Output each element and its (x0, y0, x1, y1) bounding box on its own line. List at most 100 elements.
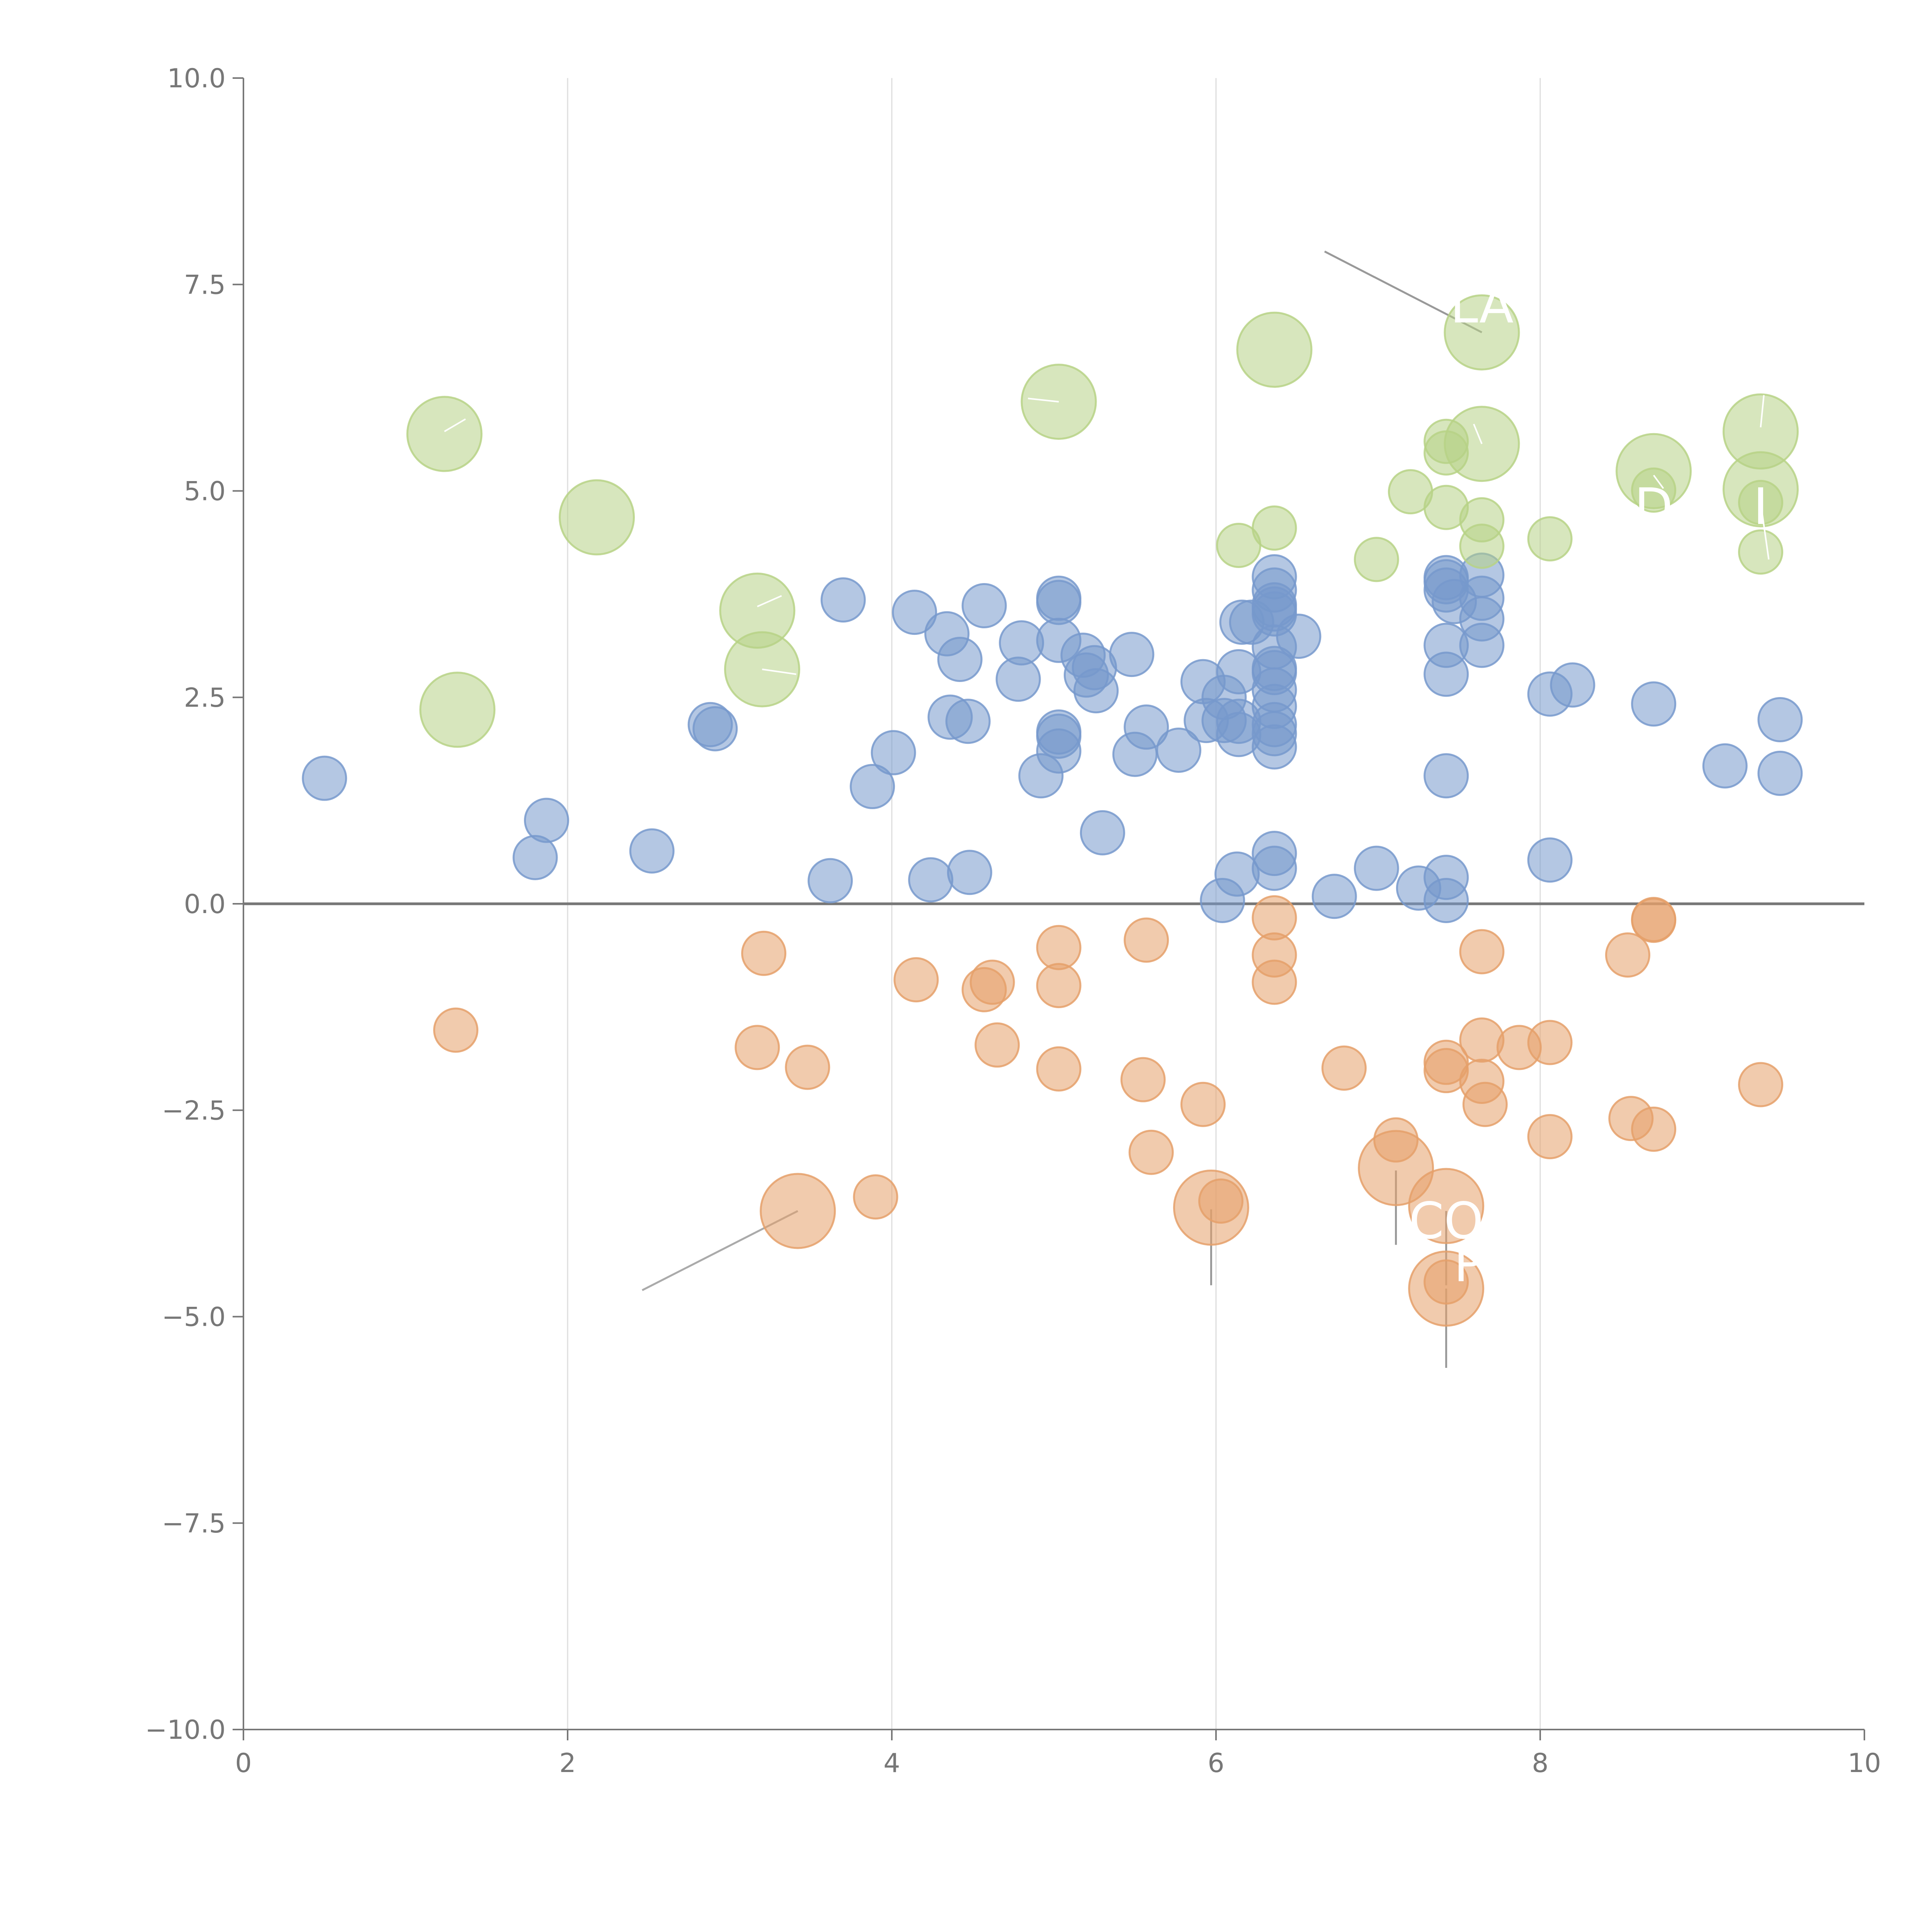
leader-line (1760, 502, 1770, 560)
bubbles (302, 294, 1803, 1327)
bubble-point (937, 636, 983, 682)
bubble-point (1156, 728, 1202, 773)
bubble-labels: LA COP D I (1409, 276, 1768, 1293)
bubble-point (1408, 1168, 1485, 1244)
bubble-point (1444, 294, 1520, 371)
leader-line (1760, 395, 1765, 428)
bubble-label: I (1753, 477, 1768, 536)
bubble-label: P (1454, 1235, 1484, 1293)
bubble-point (1080, 810, 1125, 855)
bubble-point (785, 1044, 830, 1090)
series-positive-small (302, 552, 1803, 923)
bubble-point (1631, 898, 1677, 943)
y-tick-label: −10.0 (145, 1715, 226, 1745)
bubble-point (1631, 1106, 1677, 1152)
y-tick-label: 5.0 (184, 476, 226, 507)
leader-line (1653, 474, 1664, 489)
leader-line (444, 418, 466, 432)
bubble-label: LA (1450, 276, 1514, 335)
bubble-point (1109, 632, 1155, 677)
bubble-point (1757, 697, 1803, 742)
bubble-point (1550, 662, 1595, 708)
bubble-point (1527, 1020, 1573, 1065)
bubble-point (1757, 750, 1803, 796)
bubble-point (559, 479, 635, 556)
bubble-point (892, 590, 937, 635)
bubble-point (1198, 1178, 1244, 1224)
bubble-point (1214, 851, 1260, 897)
bubble-point (1631, 681, 1677, 727)
bubble-point (1527, 837, 1573, 883)
x-tick-label: 10 (1848, 1748, 1881, 1779)
bubble-point (1354, 845, 1399, 891)
bubble-point (1605, 932, 1651, 978)
bubble-point (1354, 537, 1399, 582)
bubble-point (735, 1025, 780, 1070)
y-tick-label: 2.5 (184, 683, 226, 713)
bubble-point (1738, 1062, 1784, 1107)
bubble-point (969, 959, 1015, 1005)
bubble-point (1252, 959, 1297, 1005)
bubble-point (1180, 1082, 1226, 1127)
bubble-point (692, 706, 738, 752)
bubble-point (419, 672, 496, 748)
bubble-point (1073, 668, 1119, 714)
bubble-point (1252, 724, 1297, 770)
bubble-point (1311, 874, 1357, 919)
y-tick-label: −7.5 (162, 1509, 226, 1539)
bubble-point (1036, 963, 1082, 1009)
bubble-point (945, 699, 991, 744)
bubble-point (1252, 845, 1297, 891)
bubble-label: D (1634, 477, 1673, 536)
leader-line (757, 595, 782, 607)
bubble-point (1423, 1259, 1469, 1305)
bubble-point (524, 798, 569, 843)
y-tick-label: 10.0 (167, 63, 226, 94)
bubble-point (975, 1022, 1020, 1068)
bubble-point (820, 577, 866, 623)
bubble-point (1036, 1046, 1082, 1092)
bubble-point (1459, 1017, 1505, 1063)
bubble-point (1738, 529, 1784, 575)
bubble-point (1423, 651, 1469, 697)
bubble-point (1252, 505, 1297, 551)
bubble-point (406, 396, 483, 472)
bubble-point (1321, 1045, 1367, 1091)
bubble-point (1036, 728, 1082, 774)
bubble-point (893, 957, 939, 1003)
bubble-point (850, 764, 895, 810)
bubble-point (1423, 878, 1469, 923)
bubble-point (1124, 917, 1169, 963)
bubble-point (808, 858, 853, 903)
bubble-point (724, 631, 800, 707)
bubble-point (302, 755, 347, 801)
series-positive-large (406, 294, 1799, 748)
bubble-point (1702, 743, 1748, 789)
bubble-point (741, 930, 787, 976)
bubble-point (1036, 580, 1082, 625)
bubble-point (871, 730, 916, 776)
bubble-point (961, 583, 1007, 629)
bubble-point (433, 1007, 479, 1053)
bubble-point (947, 850, 992, 895)
bubble-point (629, 828, 675, 874)
bubble-point (908, 857, 954, 903)
y-tick-label: 7.5 (184, 270, 226, 300)
y-tick-label: −5.0 (162, 1302, 226, 1333)
x-axis-ticks: 0 2 4 6 8 10 (235, 1730, 1881, 1779)
y-tick-label: 0.0 (184, 889, 226, 920)
x-tick-label: 8 (1532, 1748, 1548, 1779)
inner-leader-lines (444, 395, 1770, 675)
bubble-point (1462, 1082, 1508, 1127)
bubble-point (853, 1174, 898, 1220)
bubble-point (1276, 614, 1321, 659)
bubble-point (1124, 704, 1169, 750)
bubble-point (1128, 1129, 1174, 1175)
bubble-label: CO (1409, 1191, 1483, 1250)
bubble-point (1423, 753, 1469, 799)
bubble-point (1527, 516, 1573, 561)
axes (243, 78, 1864, 1730)
leader-line (762, 668, 796, 675)
bubble-point (1236, 311, 1313, 388)
